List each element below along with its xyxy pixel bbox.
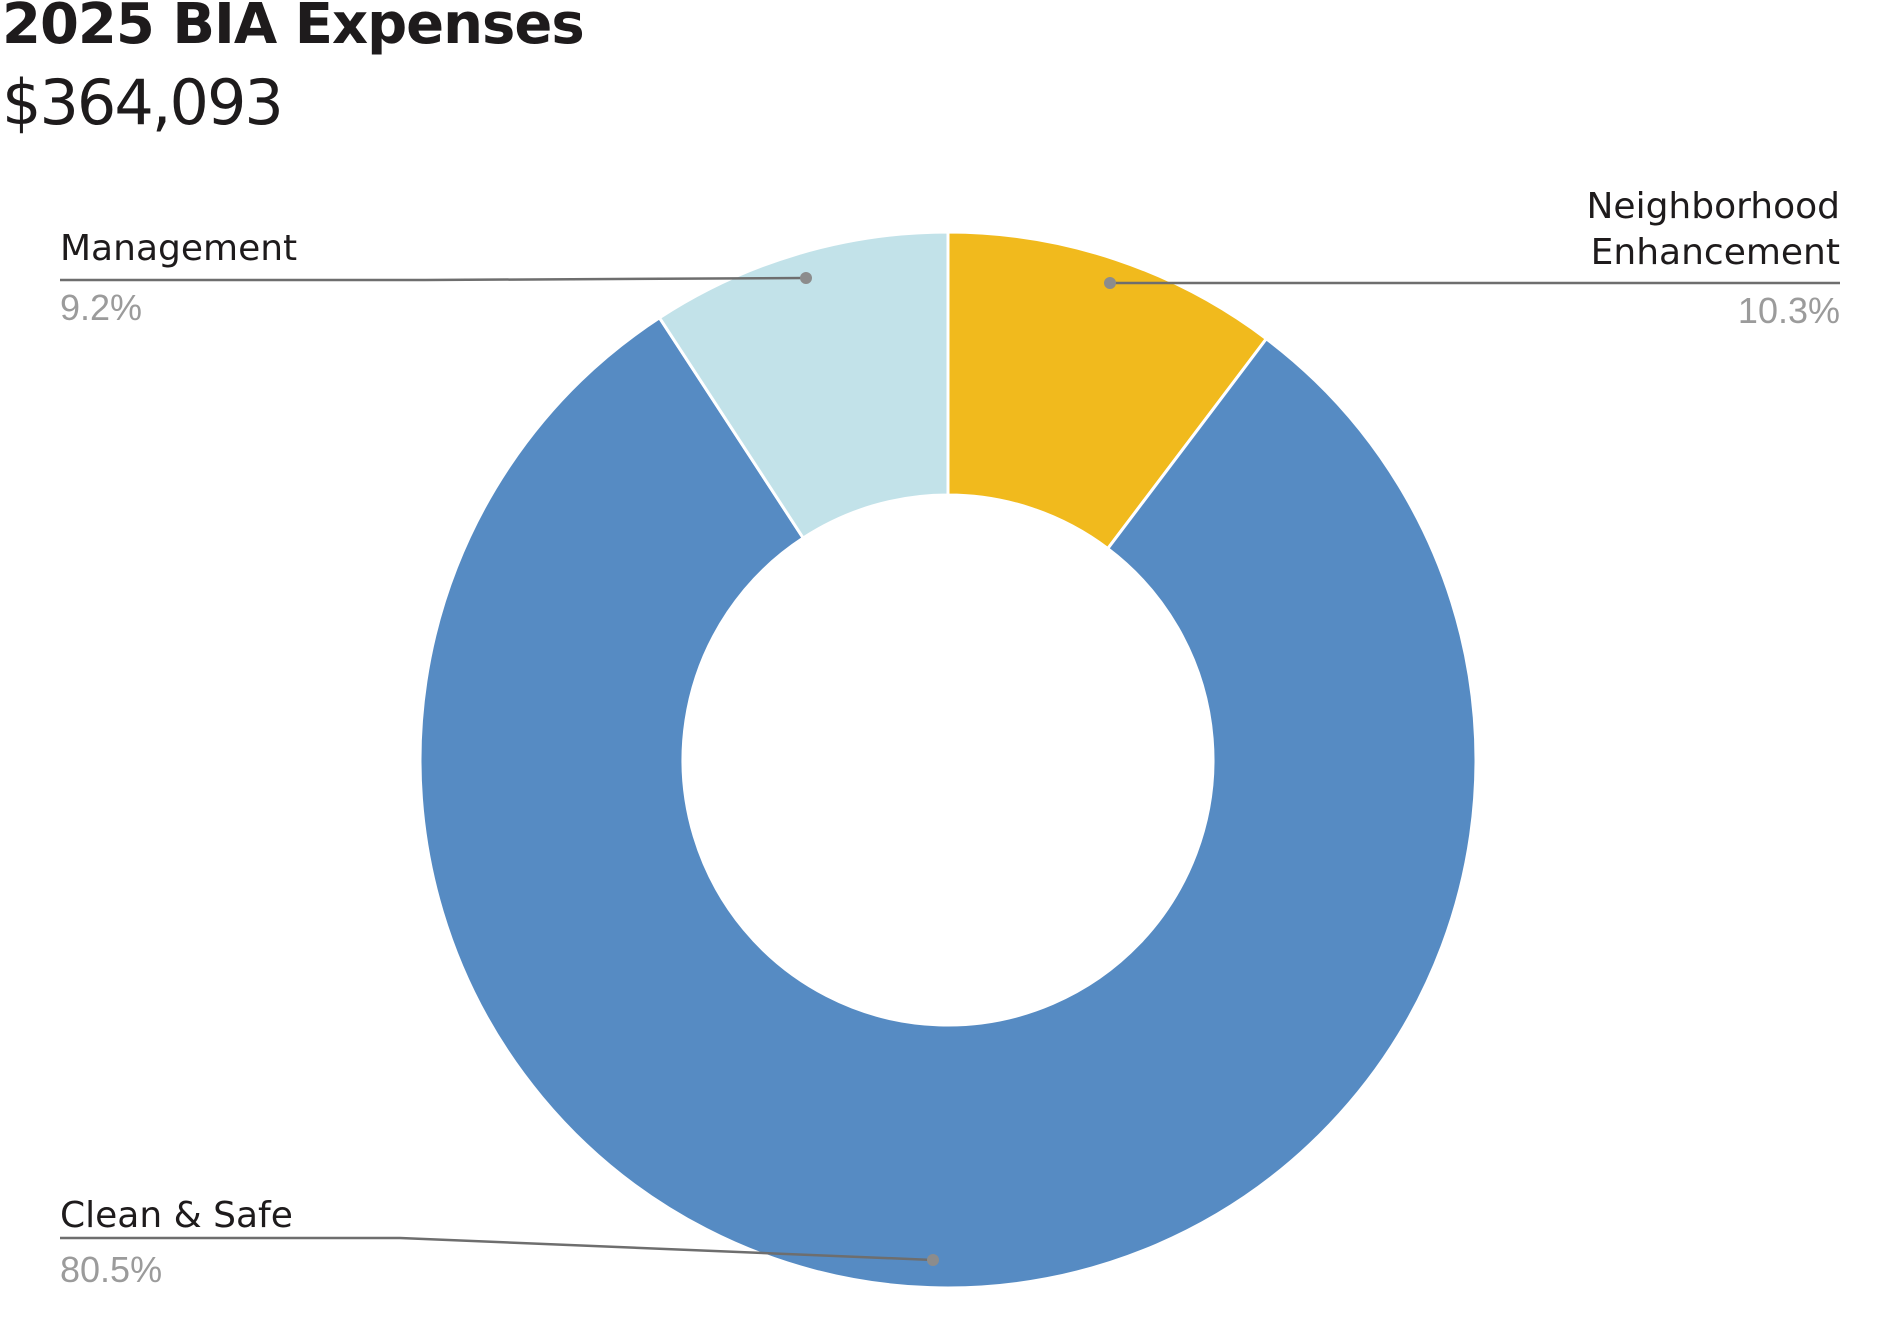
leader-dot-management xyxy=(800,272,812,284)
slice-value-management: 9.2% xyxy=(60,287,142,328)
slice-label-management: Management xyxy=(60,228,297,269)
slice-clean-safe xyxy=(418,315,1478,1290)
slice-neighborhood-enhancement xyxy=(946,230,1269,551)
slice-label-neighborhood-enhancement: Neighborhood xyxy=(1586,186,1840,227)
slices-layer xyxy=(418,230,1478,1290)
chart-title: 2025 BIA Expenses xyxy=(2,0,585,57)
leader-dot-clean-safe xyxy=(927,1254,939,1266)
slice-value-clean-safe: 80.5% xyxy=(60,1249,162,1290)
slice-label-clean-safe: Clean & Safe xyxy=(60,1195,293,1236)
labels-layer: Neighborhood Enhancement 10.3% Clean & Safe… xyxy=(60,186,1840,1290)
leader-lines-layer xyxy=(60,272,1840,1266)
chart-subtitle: $364,093 xyxy=(2,66,284,139)
slice-management xyxy=(657,230,950,541)
slice-label-neighborhood-enhancement: Enhancement xyxy=(1591,232,1840,273)
leader-line-clean-safe xyxy=(60,1236,934,1262)
slice-value-neighborhood-enhancement: 10.3% xyxy=(1738,290,1840,331)
leader-dot-neighborhood-enhancement xyxy=(1104,277,1116,289)
leader-line-management xyxy=(60,276,807,282)
